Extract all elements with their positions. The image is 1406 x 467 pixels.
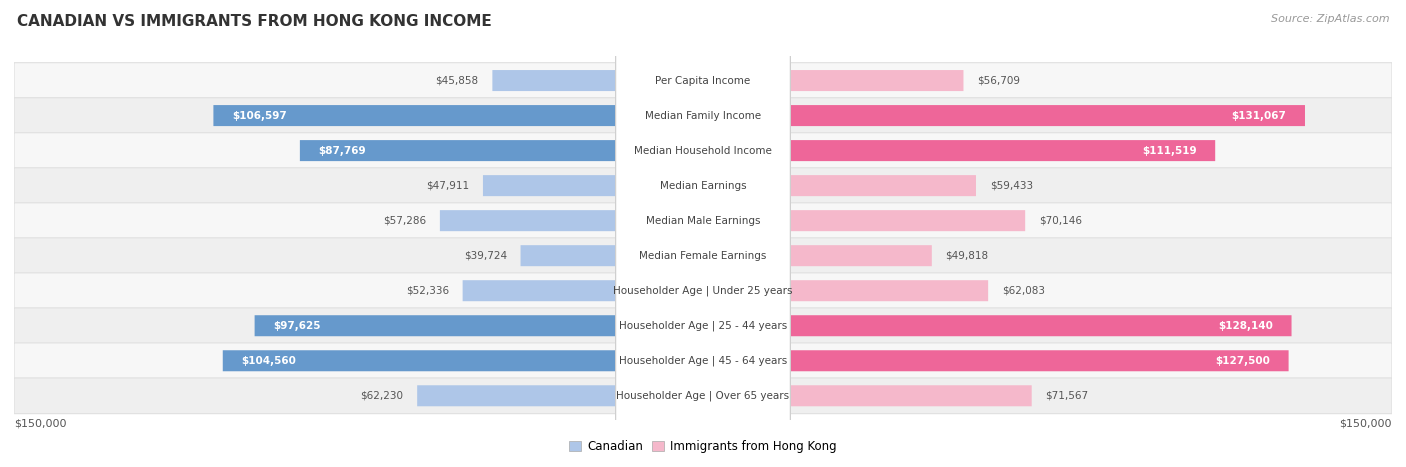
- FancyBboxPatch shape: [14, 343, 1392, 379]
- FancyBboxPatch shape: [254, 315, 703, 336]
- FancyBboxPatch shape: [703, 70, 963, 91]
- Text: $47,911: $47,911: [426, 181, 470, 191]
- Text: $52,336: $52,336: [406, 286, 449, 296]
- FancyBboxPatch shape: [703, 210, 1025, 231]
- FancyBboxPatch shape: [299, 140, 703, 161]
- Text: $62,230: $62,230: [360, 391, 404, 401]
- Text: $150,000: $150,000: [1340, 418, 1392, 429]
- Text: $62,083: $62,083: [1002, 286, 1045, 296]
- Text: $49,818: $49,818: [946, 251, 988, 261]
- Text: CANADIAN VS IMMIGRANTS FROM HONG KONG INCOME: CANADIAN VS IMMIGRANTS FROM HONG KONG IN…: [17, 14, 492, 29]
- Text: $150,000: $150,000: [14, 418, 66, 429]
- Text: $87,769: $87,769: [318, 146, 366, 156]
- Text: $57,286: $57,286: [382, 216, 426, 226]
- FancyBboxPatch shape: [14, 238, 1392, 274]
- FancyBboxPatch shape: [616, 0, 790, 467]
- FancyBboxPatch shape: [616, 0, 790, 467]
- FancyBboxPatch shape: [616, 0, 790, 467]
- Text: Median Male Earnings: Median Male Earnings: [645, 216, 761, 226]
- FancyBboxPatch shape: [703, 350, 1289, 371]
- Legend: Canadian, Immigrants from Hong Kong: Canadian, Immigrants from Hong Kong: [565, 436, 841, 458]
- FancyBboxPatch shape: [14, 98, 1392, 134]
- Text: $39,724: $39,724: [464, 251, 506, 261]
- Text: $97,625: $97,625: [273, 321, 321, 331]
- FancyBboxPatch shape: [14, 168, 1392, 204]
- Text: Per Capita Income: Per Capita Income: [655, 76, 751, 85]
- FancyBboxPatch shape: [703, 245, 932, 266]
- FancyBboxPatch shape: [14, 203, 1392, 239]
- Text: Median Earnings: Median Earnings: [659, 181, 747, 191]
- FancyBboxPatch shape: [14, 63, 1392, 99]
- Text: $106,597: $106,597: [232, 111, 287, 120]
- FancyBboxPatch shape: [703, 105, 1305, 126]
- FancyBboxPatch shape: [14, 308, 1392, 344]
- Text: $56,709: $56,709: [977, 76, 1021, 85]
- Text: $45,858: $45,858: [436, 76, 478, 85]
- FancyBboxPatch shape: [482, 175, 703, 196]
- Text: $70,146: $70,146: [1039, 216, 1083, 226]
- Text: $71,567: $71,567: [1046, 391, 1088, 401]
- FancyBboxPatch shape: [703, 140, 1215, 161]
- Text: Householder Age | Over 65 years: Householder Age | Over 65 years: [616, 390, 790, 401]
- FancyBboxPatch shape: [440, 210, 703, 231]
- FancyBboxPatch shape: [492, 70, 703, 91]
- Text: $59,433: $59,433: [990, 181, 1033, 191]
- FancyBboxPatch shape: [14, 273, 1392, 309]
- FancyBboxPatch shape: [616, 0, 790, 467]
- FancyBboxPatch shape: [703, 385, 1032, 406]
- Text: Householder Age | 45 - 64 years: Householder Age | 45 - 64 years: [619, 355, 787, 366]
- Text: $131,067: $131,067: [1232, 111, 1286, 120]
- FancyBboxPatch shape: [703, 280, 988, 301]
- FancyBboxPatch shape: [616, 0, 790, 467]
- FancyBboxPatch shape: [14, 133, 1392, 169]
- FancyBboxPatch shape: [616, 0, 790, 467]
- FancyBboxPatch shape: [616, 0, 790, 467]
- FancyBboxPatch shape: [222, 350, 703, 371]
- Text: $127,500: $127,500: [1215, 356, 1270, 366]
- FancyBboxPatch shape: [418, 385, 703, 406]
- FancyBboxPatch shape: [616, 0, 790, 467]
- FancyBboxPatch shape: [703, 315, 1292, 336]
- Text: $111,519: $111,519: [1142, 146, 1197, 156]
- Text: $104,560: $104,560: [242, 356, 297, 366]
- Text: Householder Age | 25 - 44 years: Householder Age | 25 - 44 years: [619, 320, 787, 331]
- FancyBboxPatch shape: [214, 105, 703, 126]
- Text: Median Family Income: Median Family Income: [645, 111, 761, 120]
- Text: Source: ZipAtlas.com: Source: ZipAtlas.com: [1271, 14, 1389, 24]
- FancyBboxPatch shape: [616, 0, 790, 467]
- Text: Median Female Earnings: Median Female Earnings: [640, 251, 766, 261]
- FancyBboxPatch shape: [463, 280, 703, 301]
- FancyBboxPatch shape: [616, 0, 790, 467]
- Text: $128,140: $128,140: [1218, 321, 1274, 331]
- FancyBboxPatch shape: [520, 245, 703, 266]
- FancyBboxPatch shape: [703, 175, 976, 196]
- Text: Median Household Income: Median Household Income: [634, 146, 772, 156]
- Text: Householder Age | Under 25 years: Householder Age | Under 25 years: [613, 285, 793, 296]
- FancyBboxPatch shape: [14, 378, 1392, 414]
